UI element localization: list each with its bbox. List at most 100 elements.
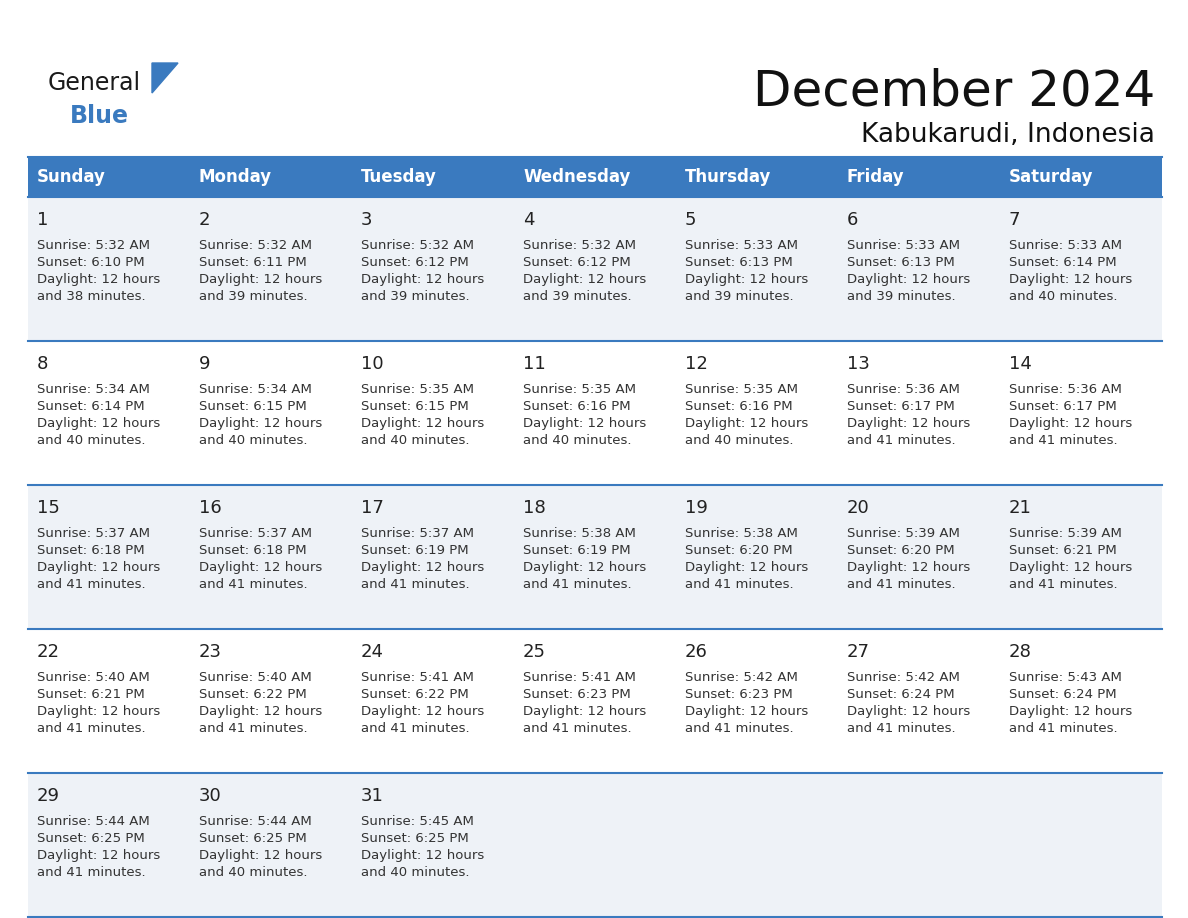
Text: Daylight: 12 hours: Daylight: 12 hours <box>1009 273 1132 286</box>
Text: 27: 27 <box>847 643 870 661</box>
Text: and 40 minutes.: and 40 minutes. <box>37 434 145 447</box>
Text: 17: 17 <box>361 499 384 517</box>
Text: Sunrise: 5:33 AM: Sunrise: 5:33 AM <box>685 239 798 252</box>
Text: Daylight: 12 hours: Daylight: 12 hours <box>523 417 646 430</box>
Text: and 41 minutes.: and 41 minutes. <box>847 434 955 447</box>
Text: December 2024: December 2024 <box>753 68 1155 116</box>
Text: and 41 minutes.: and 41 minutes. <box>37 578 146 591</box>
Text: Sunset: 6:17 PM: Sunset: 6:17 PM <box>1009 400 1117 413</box>
Text: Sunset: 6:10 PM: Sunset: 6:10 PM <box>37 256 145 269</box>
Text: 16: 16 <box>200 499 222 517</box>
Text: and 39 minutes.: and 39 minutes. <box>847 290 955 303</box>
Text: and 40 minutes.: and 40 minutes. <box>361 434 469 447</box>
Text: and 41 minutes.: and 41 minutes. <box>847 578 955 591</box>
Text: 6: 6 <box>847 211 859 229</box>
Text: Sunset: 6:15 PM: Sunset: 6:15 PM <box>200 400 307 413</box>
Text: Wednesday: Wednesday <box>523 168 631 186</box>
Text: Sunrise: 5:38 AM: Sunrise: 5:38 AM <box>523 527 636 540</box>
Text: Daylight: 12 hours: Daylight: 12 hours <box>361 273 485 286</box>
Bar <box>29 485 1162 629</box>
Text: 26: 26 <box>685 643 708 661</box>
Text: Daylight: 12 hours: Daylight: 12 hours <box>847 705 971 718</box>
Text: Daylight: 12 hours: Daylight: 12 hours <box>361 561 485 574</box>
Text: Daylight: 12 hours: Daylight: 12 hours <box>200 417 322 430</box>
Text: Sunset: 6:17 PM: Sunset: 6:17 PM <box>847 400 955 413</box>
Text: Friday: Friday <box>847 168 904 186</box>
Text: Sunset: 6:11 PM: Sunset: 6:11 PM <box>200 256 307 269</box>
Text: and 41 minutes.: and 41 minutes. <box>361 722 469 735</box>
Text: Sunset: 6:20 PM: Sunset: 6:20 PM <box>685 544 792 557</box>
Text: 28: 28 <box>1009 643 1032 661</box>
Text: Sunset: 6:25 PM: Sunset: 6:25 PM <box>361 832 469 845</box>
Text: and 41 minutes.: and 41 minutes. <box>37 866 146 879</box>
Text: Sunset: 6:16 PM: Sunset: 6:16 PM <box>523 400 631 413</box>
Text: and 39 minutes.: and 39 minutes. <box>523 290 632 303</box>
Text: 12: 12 <box>685 355 708 373</box>
Text: Daylight: 12 hours: Daylight: 12 hours <box>523 561 646 574</box>
Text: 11: 11 <box>523 355 545 373</box>
Text: General: General <box>48 71 141 95</box>
Text: 10: 10 <box>361 355 384 373</box>
Text: and 40 minutes.: and 40 minutes. <box>685 434 794 447</box>
Text: Daylight: 12 hours: Daylight: 12 hours <box>685 273 808 286</box>
Text: and 39 minutes.: and 39 minutes. <box>685 290 794 303</box>
Text: Daylight: 12 hours: Daylight: 12 hours <box>847 273 971 286</box>
Text: Sunrise: 5:37 AM: Sunrise: 5:37 AM <box>200 527 312 540</box>
Bar <box>29 773 1162 917</box>
Bar <box>29 157 1162 197</box>
Text: Daylight: 12 hours: Daylight: 12 hours <box>847 417 971 430</box>
Text: Sunset: 6:22 PM: Sunset: 6:22 PM <box>200 688 307 701</box>
Text: Thursday: Thursday <box>685 168 771 186</box>
Text: and 39 minutes.: and 39 minutes. <box>200 290 308 303</box>
Text: 21: 21 <box>1009 499 1032 517</box>
Text: 22: 22 <box>37 643 61 661</box>
Text: Sunrise: 5:34 AM: Sunrise: 5:34 AM <box>37 383 150 396</box>
Text: Sunrise: 5:42 AM: Sunrise: 5:42 AM <box>847 671 960 684</box>
Text: and 38 minutes.: and 38 minutes. <box>37 290 146 303</box>
Text: 20: 20 <box>847 499 870 517</box>
Text: Sunrise: 5:35 AM: Sunrise: 5:35 AM <box>361 383 474 396</box>
Text: and 40 minutes.: and 40 minutes. <box>1009 290 1118 303</box>
Text: 9: 9 <box>200 355 210 373</box>
Polygon shape <box>152 63 178 93</box>
Text: Sunrise: 5:39 AM: Sunrise: 5:39 AM <box>1009 527 1121 540</box>
Text: Sunset: 6:24 PM: Sunset: 6:24 PM <box>847 688 955 701</box>
Text: 2: 2 <box>200 211 210 229</box>
Text: 5: 5 <box>685 211 696 229</box>
Text: Sunrise: 5:36 AM: Sunrise: 5:36 AM <box>847 383 960 396</box>
Text: Daylight: 12 hours: Daylight: 12 hours <box>361 417 485 430</box>
Text: Sunset: 6:25 PM: Sunset: 6:25 PM <box>37 832 145 845</box>
Text: Sunrise: 5:37 AM: Sunrise: 5:37 AM <box>37 527 150 540</box>
Text: and 41 minutes.: and 41 minutes. <box>1009 722 1118 735</box>
Text: 29: 29 <box>37 787 61 805</box>
Text: Daylight: 12 hours: Daylight: 12 hours <box>685 561 808 574</box>
Text: Daylight: 12 hours: Daylight: 12 hours <box>523 273 646 286</box>
Text: Sunrise: 5:35 AM: Sunrise: 5:35 AM <box>685 383 798 396</box>
Text: 24: 24 <box>361 643 384 661</box>
Text: and 41 minutes.: and 41 minutes. <box>685 578 794 591</box>
Text: Sunset: 6:19 PM: Sunset: 6:19 PM <box>523 544 631 557</box>
Text: and 41 minutes.: and 41 minutes. <box>685 722 794 735</box>
Text: Monday: Monday <box>200 168 272 186</box>
Text: Sunset: 6:21 PM: Sunset: 6:21 PM <box>37 688 145 701</box>
Text: Sunrise: 5:35 AM: Sunrise: 5:35 AM <box>523 383 636 396</box>
Text: Sunrise: 5:40 AM: Sunrise: 5:40 AM <box>200 671 311 684</box>
Text: Blue: Blue <box>70 104 129 128</box>
Text: Sunrise: 5:38 AM: Sunrise: 5:38 AM <box>685 527 798 540</box>
Text: Sunset: 6:14 PM: Sunset: 6:14 PM <box>37 400 145 413</box>
Text: Sunset: 6:13 PM: Sunset: 6:13 PM <box>847 256 955 269</box>
Text: and 40 minutes.: and 40 minutes. <box>200 866 308 879</box>
Text: Sunset: 6:21 PM: Sunset: 6:21 PM <box>1009 544 1117 557</box>
Text: and 41 minutes.: and 41 minutes. <box>523 722 632 735</box>
Text: Daylight: 12 hours: Daylight: 12 hours <box>523 705 646 718</box>
Text: Kabukarudi, Indonesia: Kabukarudi, Indonesia <box>861 122 1155 148</box>
Text: Sunrise: 5:36 AM: Sunrise: 5:36 AM <box>1009 383 1121 396</box>
Text: Sunset: 6:13 PM: Sunset: 6:13 PM <box>685 256 792 269</box>
Text: Daylight: 12 hours: Daylight: 12 hours <box>1009 561 1132 574</box>
Text: 7: 7 <box>1009 211 1020 229</box>
Text: Sunrise: 5:44 AM: Sunrise: 5:44 AM <box>37 815 150 828</box>
Text: Daylight: 12 hours: Daylight: 12 hours <box>1009 705 1132 718</box>
Text: Sunset: 6:16 PM: Sunset: 6:16 PM <box>685 400 792 413</box>
Text: Sunday: Sunday <box>37 168 106 186</box>
Text: and 41 minutes.: and 41 minutes. <box>37 722 146 735</box>
